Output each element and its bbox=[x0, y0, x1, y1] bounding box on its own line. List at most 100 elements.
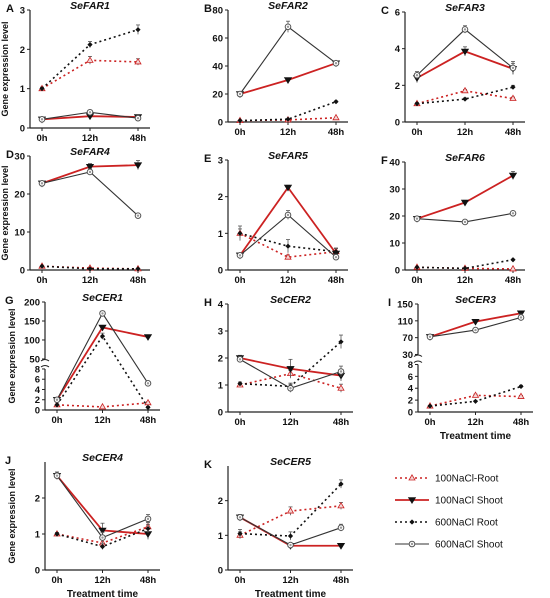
y-tick-label: 110 bbox=[398, 316, 413, 327]
panel-title: SeFAR1 bbox=[70, 0, 110, 12]
data-point bbox=[143, 334, 153, 341]
legend-entry: 600NaCl Root bbox=[395, 518, 498, 529]
data-point bbox=[517, 392, 525, 399]
data-point bbox=[427, 403, 433, 409]
data-point-center bbox=[136, 214, 140, 217]
series-line bbox=[416, 90, 514, 105]
y-tick-label: 3 bbox=[218, 156, 223, 167]
y-tick-label: 40 bbox=[212, 62, 223, 73]
series-600nacl-root bbox=[54, 332, 151, 411]
data-point-center bbox=[286, 213, 290, 217]
panel-D: 0 10 20 30 0h 12h 48h SeFAR4 D Gene expression le… bbox=[0, 146, 150, 286]
data-point bbox=[336, 543, 346, 550]
series-line bbox=[41, 265, 138, 270]
y-tick-label: 2 bbox=[35, 395, 40, 406]
series-600nacl-shoot bbox=[236, 356, 345, 393]
data-point bbox=[39, 263, 45, 269]
data-point-center bbox=[55, 474, 59, 477]
series-600nacl-shoot bbox=[236, 514, 345, 549]
data-point-center bbox=[511, 212, 515, 215]
y-tick-label: 100 bbox=[24, 335, 40, 346]
data-point bbox=[54, 402, 60, 408]
panel-title: SeFAR4 bbox=[70, 146, 110, 158]
panel-B: 0 20 40 60 80 0h 12h 48h SeFAR2 B bbox=[204, 0, 348, 138]
y-tick-label: 2 bbox=[20, 45, 25, 56]
data-point bbox=[332, 113, 340, 121]
axis-break-mark bbox=[40, 364, 50, 368]
panel-letter: B bbox=[204, 3, 212, 15]
data-point bbox=[510, 84, 516, 90]
x-tick-label: 0h bbox=[234, 417, 245, 428]
data-point bbox=[414, 101, 420, 107]
panel-title: SeFAR3 bbox=[445, 2, 485, 14]
x-tick-label: 48h bbox=[130, 133, 147, 144]
series-600nacl-shoot bbox=[236, 210, 340, 261]
series-600nacl-root bbox=[414, 257, 516, 271]
x-tick-label: 48h bbox=[513, 417, 530, 428]
y-tick-label: 20 bbox=[14, 190, 25, 201]
x-tick-label: 0h bbox=[234, 575, 245, 586]
x-tick-label: 12h bbox=[457, 127, 474, 138]
panel-letter: J bbox=[5, 455, 11, 467]
data-point bbox=[237, 381, 243, 387]
data-point-center bbox=[40, 118, 44, 121]
y-tick-label: 200 bbox=[24, 298, 40, 309]
panel-title: SeCER2 bbox=[270, 294, 311, 306]
panel-title: SeFAR5 bbox=[268, 150, 308, 162]
x-tick-label: 12h bbox=[82, 133, 99, 144]
series-600nacl-root bbox=[54, 523, 151, 550]
series-600nacl-root bbox=[39, 24, 141, 92]
y-tick-label: 0 bbox=[395, 266, 400, 277]
panel-C: 0 2 4 6 0h 12h 48h SeFAR3 C bbox=[381, 2, 525, 138]
x-tick-label: 12h bbox=[457, 275, 474, 286]
series-line bbox=[239, 232, 337, 258]
data-point bbox=[237, 118, 243, 124]
data-point-center bbox=[136, 116, 140, 120]
y-tick-label: 3 bbox=[218, 327, 223, 338]
series-600nacl-root bbox=[237, 225, 339, 256]
x-tick-label: 0h bbox=[234, 275, 245, 286]
data-point bbox=[508, 172, 518, 180]
data-point-center bbox=[146, 517, 150, 521]
data-point bbox=[333, 99, 339, 105]
panel-letter: G bbox=[5, 295, 14, 307]
y-tick-label: 10 bbox=[14, 228, 25, 239]
series-600nacl-shoot bbox=[53, 310, 152, 404]
y-tick-label: 1 bbox=[218, 229, 224, 240]
x-tick-label: 12h bbox=[282, 575, 299, 586]
x-tick-label: 48h bbox=[140, 415, 157, 426]
data-point bbox=[87, 266, 93, 272]
y-axis-label: Gene expression level bbox=[0, 165, 10, 260]
data-point-center bbox=[289, 543, 292, 547]
panel-title: SeCER5 bbox=[270, 456, 311, 468]
y-tick-label: 0 bbox=[218, 266, 223, 277]
y-tick-label: 150 bbox=[24, 316, 40, 327]
y-tick-label: 4 bbox=[408, 384, 414, 395]
legend-marker bbox=[408, 473, 416, 481]
data-point-center bbox=[238, 92, 242, 96]
panel-title: SeCER3 bbox=[455, 294, 496, 306]
data-point-center bbox=[463, 28, 467, 31]
axis-break-mark bbox=[413, 360, 423, 363]
data-point-center bbox=[428, 335, 432, 339]
data-point bbox=[509, 94, 517, 101]
series-600nacl-shoot bbox=[413, 25, 517, 79]
data-point bbox=[286, 366, 295, 373]
x-tick-label: 12h bbox=[280, 275, 297, 286]
panel-H: 0 1 2 3 4 0h 12h 48h SeCER2 H bbox=[204, 294, 353, 428]
data-point bbox=[471, 318, 480, 326]
panel-letter: K bbox=[204, 459, 212, 471]
y-axis-label: Gene expression level bbox=[7, 308, 17, 403]
data-point-center bbox=[146, 382, 150, 385]
y-tick-label: 60 bbox=[212, 34, 223, 45]
legend-marker bbox=[409, 519, 415, 525]
data-point bbox=[414, 264, 420, 270]
data-point-center bbox=[88, 170, 92, 174]
x-tick-label: 48h bbox=[140, 575, 157, 586]
y-tick-label: 2 bbox=[408, 396, 413, 407]
y-tick-label: 2 bbox=[218, 192, 223, 203]
data-point bbox=[237, 531, 243, 537]
data-point bbox=[287, 533, 294, 539]
